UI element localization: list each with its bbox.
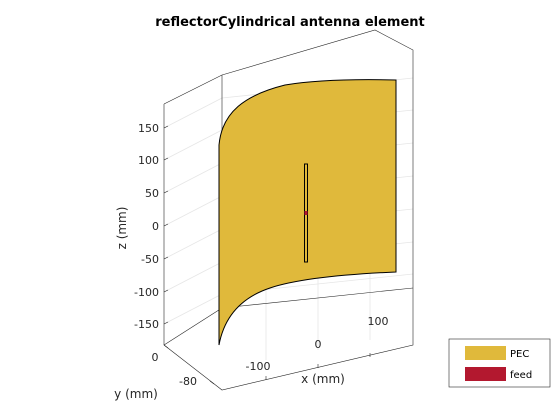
z-tick-label: 50 (145, 187, 159, 200)
z-tick-label: -150 (134, 318, 159, 331)
y-axis: 0 -80 y (mm) (114, 344, 215, 401)
z-tick-label: 0 (152, 220, 159, 233)
legend-swatch-pec (465, 346, 506, 360)
z-axis-label: z (mm) (115, 207, 129, 250)
x-axis: -100 0 100 x (mm) (246, 315, 389, 386)
z-tick-label: -50 (141, 253, 159, 266)
figure-title: reflectorCylindrical antenna element (155, 15, 425, 30)
legend-label-feed: feed (510, 370, 532, 381)
legend-label-pec: PEC (510, 349, 529, 360)
z-tick-label: -100 (134, 286, 159, 299)
legend: PEC feed (448, 338, 551, 388)
x-tick-label: 0 (315, 338, 322, 351)
legend-swatch-feed (465, 367, 506, 381)
x-tick-label: 100 (368, 315, 389, 328)
z-tick-label: 100 (138, 154, 159, 167)
y-axis-label: y (mm) (114, 387, 158, 401)
z-tick-label: 150 (138, 122, 159, 135)
y-tick-label: 0 (152, 351, 159, 364)
feed-point (304, 211, 308, 215)
z-axis: 150 100 50 0 -50 -100 -150 z (mm) (115, 122, 169, 331)
x-tick-label: -100 (246, 360, 271, 373)
y-tick-label: -80 (179, 375, 197, 388)
x-axis-label: x (mm) (301, 372, 345, 386)
